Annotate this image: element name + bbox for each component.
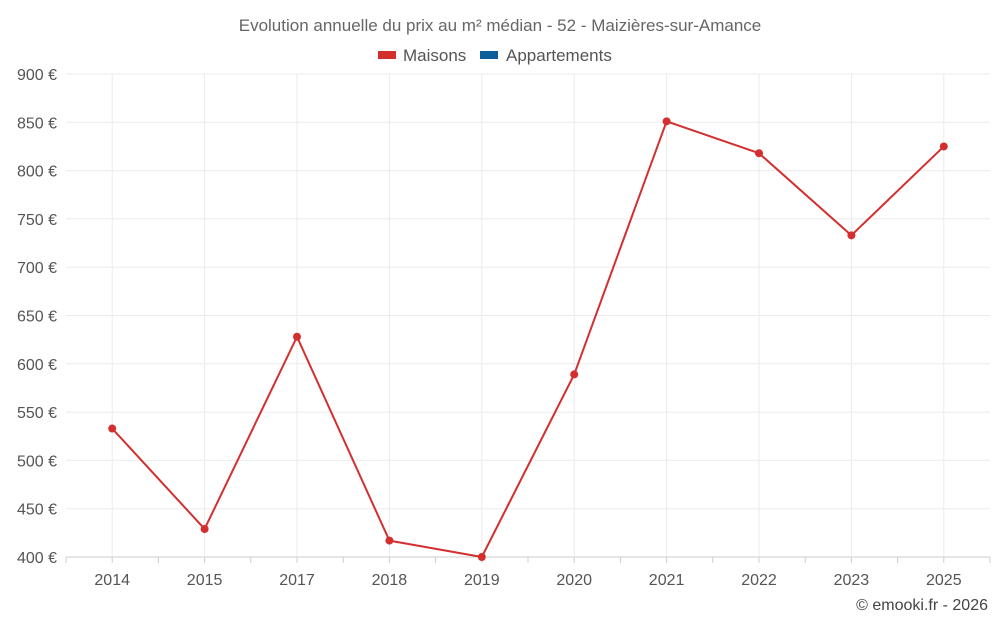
- data-point[interactable]: [939, 142, 948, 151]
- series-maisons: [108, 117, 948, 561]
- legend: Maisons Appartements: [378, 46, 612, 65]
- x-tick-label: 2023: [834, 572, 870, 589]
- y-tick-label: 750 €: [17, 212, 57, 229]
- legend-label-maisons: Maisons: [403, 46, 466, 65]
- y-tick-label: 650 €: [17, 309, 57, 326]
- x-tick-label: 2015: [187, 572, 223, 589]
- y-tick-label: 800 €: [17, 164, 57, 181]
- x-tick-label: 2017: [279, 572, 315, 589]
- x-axis-ticks: 2014 2015 2017 2018 2019 2020 2021 2022 2023 2025: [65, 557, 991, 589]
- y-tick-label: 850 €: [17, 115, 57, 132]
- y-tick-label: 700 €: [17, 260, 57, 277]
- data-point[interactable]: [200, 524, 209, 533]
- data-point[interactable]: [477, 553, 486, 561]
- chart-title: Evolution annuelle du prix au m² médian …: [239, 16, 762, 35]
- x-tick-label: 2019: [464, 572, 500, 589]
- legend-label-appartements: Appartements: [506, 46, 612, 65]
- data-point[interactable]: [755, 149, 763, 158]
- data-point[interactable]: [570, 370, 579, 379]
- x-tick-label: 2022: [741, 572, 777, 589]
- data-point[interactable]: [662, 117, 671, 126]
- y-tick-label: 400 €: [17, 550, 57, 567]
- x-tick-label: 2018: [372, 572, 408, 589]
- grid: [66, 73, 990, 558]
- legend-swatch-appartements: [480, 51, 498, 59]
- credit-text: © emooki.fr - 2026: [856, 597, 988, 614]
- data-point[interactable]: [385, 536, 394, 545]
- legend-item-maisons[interactable]: Maisons: [378, 46, 466, 65]
- x-tick-label: 2014: [94, 572, 130, 589]
- data-point[interactable]: [293, 332, 301, 341]
- y-tick-label: 550 €: [17, 405, 57, 422]
- x-tick-label: 2021: [649, 572, 685, 589]
- y-tick-label: 450 €: [17, 502, 57, 519]
- x-tick-label: 2025: [926, 572, 962, 589]
- x-tick-label: 2020: [556, 572, 592, 589]
- series-line-maisons: [111, 120, 945, 558]
- y-tick-label: 600 €: [17, 357, 57, 374]
- data-point[interactable]: [847, 231, 856, 240]
- y-axis-ticks: 400 € 450 € 500 € 550 € 600 € 650 € 700 € 750 €…: [17, 67, 57, 567]
- legend-item-appartements[interactable]: Appartements: [480, 46, 612, 65]
- y-tick-label: 900 €: [17, 67, 57, 84]
- data-point[interactable]: [108, 424, 117, 433]
- y-tick-label: 500 €: [17, 453, 57, 470]
- legend-swatch-maisons: [378, 51, 396, 59]
